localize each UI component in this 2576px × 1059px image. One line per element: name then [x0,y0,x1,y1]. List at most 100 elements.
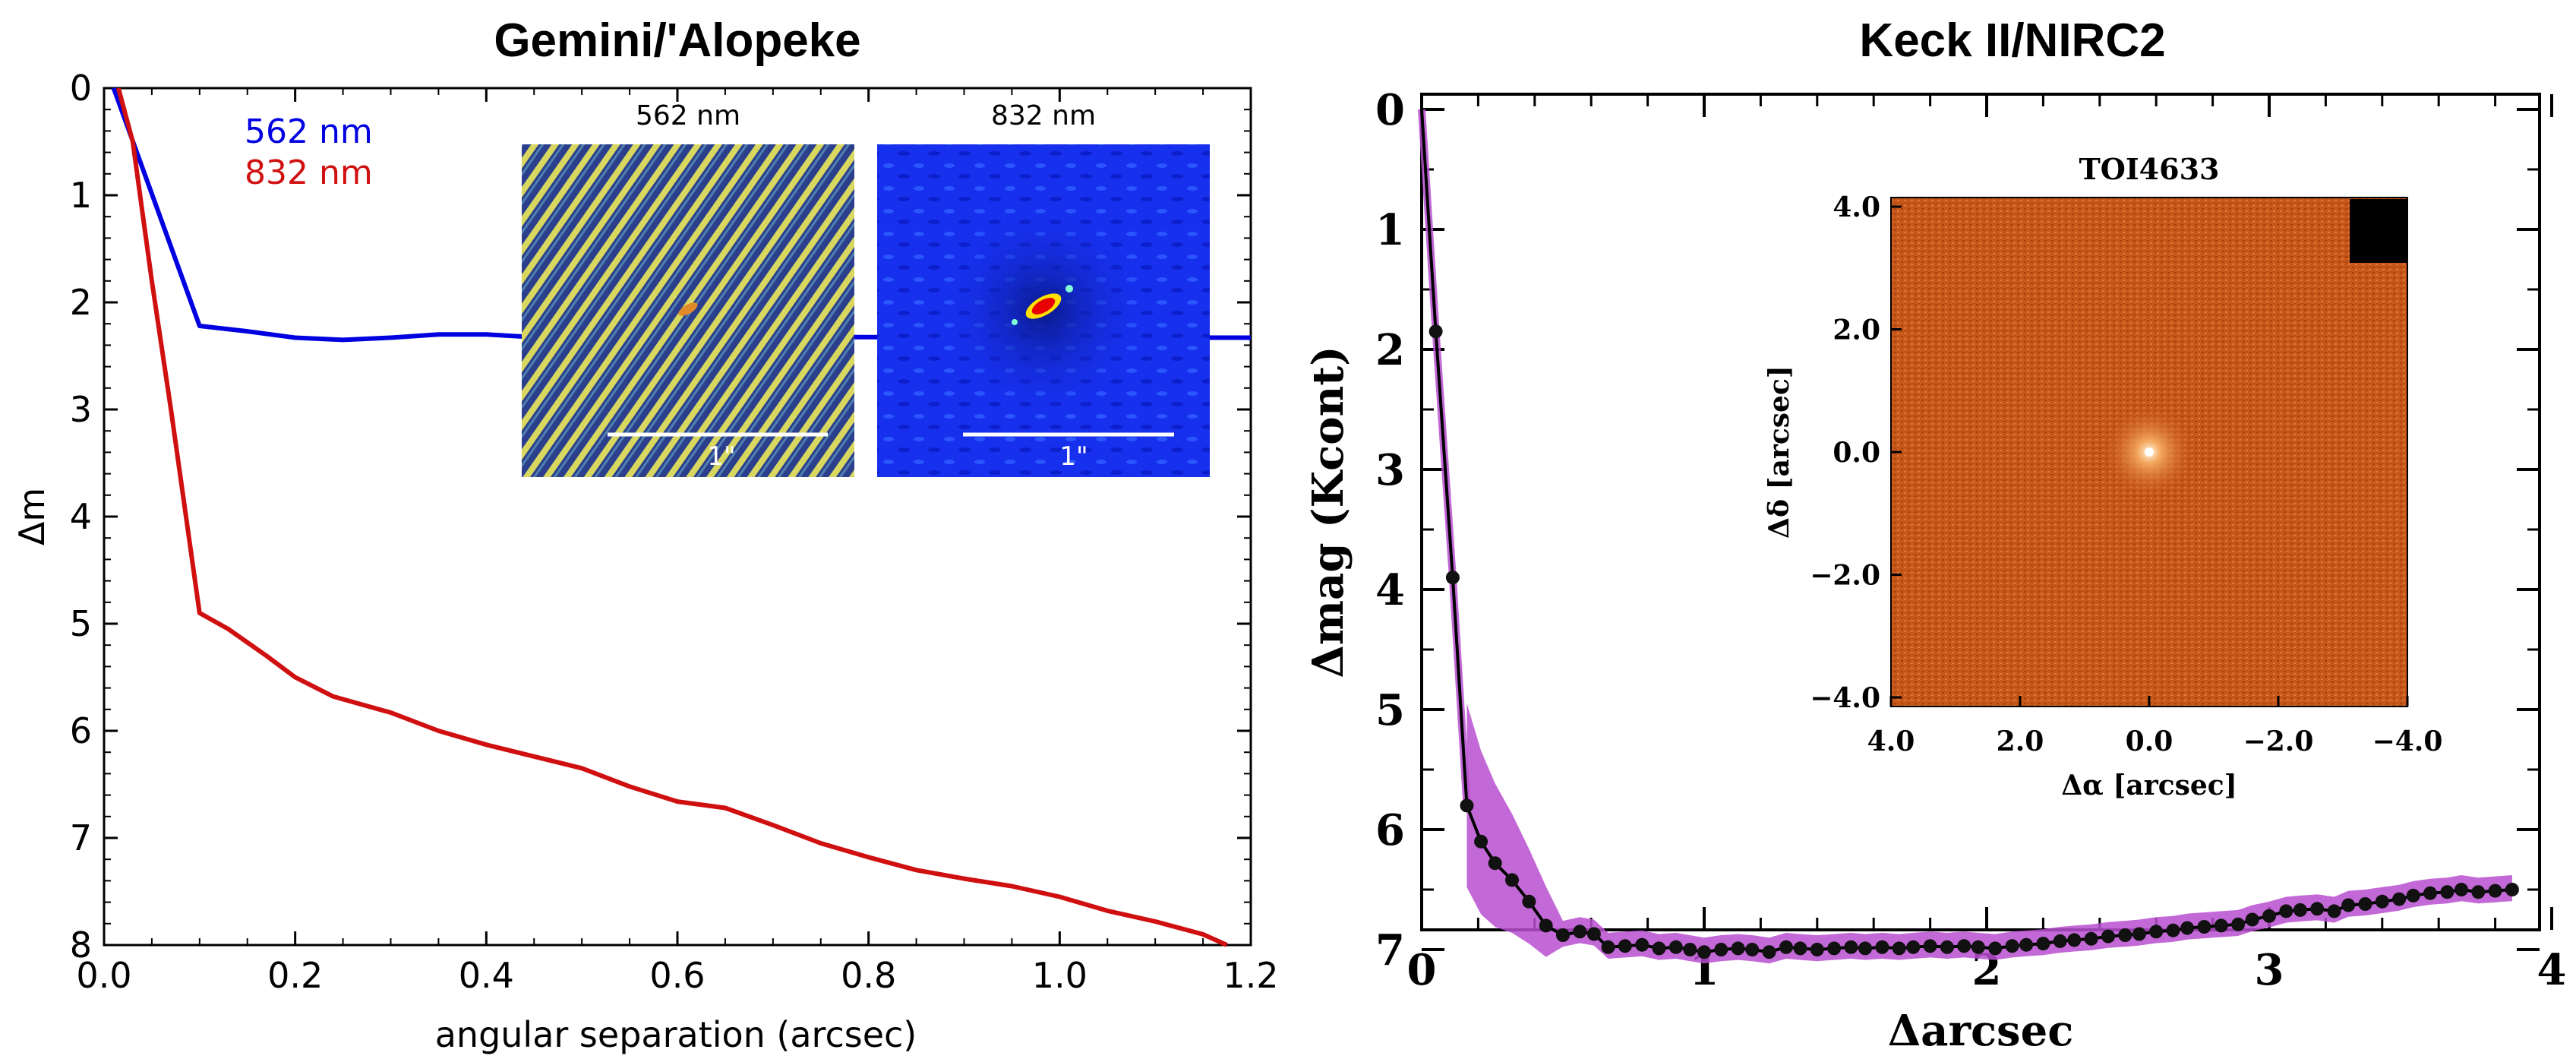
contrast-point [1971,940,1985,954]
left-series-lines [111,87,1252,947]
left-x-tick-label: 1.2 [1223,955,1278,996]
series-562nm-line [111,87,1252,343]
contrast-point [2310,902,2325,916]
left-x-axis-label: angular separation (arcsec) [435,1014,917,1055]
left-y-tick-label: 0 [70,68,92,109]
contrast-point [1793,941,1807,956]
contrast-point [2180,921,2195,935]
contrast-point [2005,939,2019,953]
contrast-point [1762,945,1776,959]
contrast-point [1445,571,1460,585]
contrast-point [2293,903,2307,917]
inset-x-tick-label: −4.0 [2372,725,2443,757]
contrast-point [2067,933,2082,947]
inset-y-tick-labels: 4.0 2.0 0.0 −2.0 −4.0 [1810,191,1880,714]
right-plot-frame [1420,93,2541,931]
contrast-point [1988,941,2003,956]
contrast-point [2358,897,2372,911]
inset-832nm-label: 832 nm [991,100,1096,131]
contrast-point [1618,939,1632,953]
contrast-point [2406,888,2420,903]
legend-832nm: 832 nm [245,153,373,192]
left-x-tick-label: 0.0 [76,955,131,996]
inset-x-tick-label: 0.0 [2126,725,2174,757]
inset-y-tick-label: 0.0 [1833,437,1880,469]
right-y-tick-label: 4 [1375,565,1405,615]
contrast-point [1923,939,1937,953]
right-y-tick-label: 0 [1375,85,1405,135]
contrast-point [2214,918,2228,933]
right-x-tick-label: 4 [2537,945,2567,995]
contrast-point [1844,940,1858,954]
contrast-point [2505,883,2519,896]
contrast-point [2262,909,2276,923]
contrast-point [1683,943,1697,956]
right-x-tick-label: 3 [2255,945,2284,995]
contrast-point [2132,927,2146,941]
contrast-point [1522,894,1536,909]
contrast-point [1539,918,1553,933]
contrast-point [2036,937,2050,951]
right-y-tick-label: 1 [1375,205,1405,255]
contrast-point [2084,931,2098,946]
contrast-point [2231,917,2246,931]
inset-562nm-label: 562 nm [636,100,740,131]
contrast-point [2454,883,2468,896]
left-y-tick-label: 6 [70,710,92,751]
inset-562nm-scale-label: 1" [707,441,735,472]
right-y-tick-label: 7 [1375,925,1405,975]
right-y-tick-label: 3 [1375,445,1405,495]
contrast-point [2327,904,2341,918]
uncertainty-band [1466,703,2512,964]
contrast-point [1586,927,1601,941]
contrast-points [1428,324,2519,959]
inset-y-axis-label: Δδ [arcsec] [1763,365,1795,539]
left-y-tick-label: 3 [70,389,92,430]
inset-y-tick-label: 4.0 [1833,191,1880,223]
contrast-point [1474,834,1488,849]
left-y-tick-label: 1 [70,175,92,216]
right-y-tick-labels: 0 1 2 3 4 5 6 7 [1375,85,1405,975]
contrast-point [2279,904,2293,918]
inset-y-tick-label: −2.0 [1810,560,1880,592]
contrast-point [1635,937,1649,952]
contrast-point [1940,940,1954,954]
contrast-point [2440,885,2454,899]
series-832nm-line [116,87,1228,947]
contrast-point [1779,940,1793,954]
contrast-point [1668,940,1683,954]
contrast-point [2053,934,2067,948]
contrast-point [1505,873,1519,887]
contrast-point [2341,898,2356,912]
contrast-point [1892,941,1906,956]
toi4633-inset: TOI4633 4.0 2.0 0.0 −2.0 −4.0 4.0 2.0 0.0 −2.0 −… [1763,152,2442,801]
contrast-point [2197,920,2211,934]
left-y-tick-labels: 0 1 2 3 4 5 6 7 8 [70,68,92,966]
left-y-tick-label: 4 [70,496,92,537]
left-axis-ticks [103,87,1252,947]
left-x-tick-label: 0.8 [841,955,896,996]
contrast-point [1573,925,1587,939]
left-y-tick-label: 7 [70,817,92,858]
inset-832nm-scale-label: 1" [1059,441,1088,472]
left-y-tick-label: 8 [70,925,92,966]
alopeke-panel: Gemini/'Alopeke 0.0 0.2 0.4 0.6 0.8 1.0 1.2 0 1… [11,14,1279,1055]
left-x-tick-label: 0.2 [267,955,323,996]
inset-y-tick-label: −4.0 [1810,682,1880,714]
contrast-point [2101,929,2115,944]
left-x-tick-label: 0.6 [649,955,705,996]
left-x-tick-label: 1.0 [1032,955,1088,996]
contrast-point [1601,940,1615,954]
left-x-tick-label: 0.4 [459,955,514,996]
inset-x-tick-label: 2.0 [1997,725,2044,757]
contrast-point [2471,885,2486,899]
contrast-point [1488,856,1502,871]
contrast-point [2149,925,2164,939]
left-y-tick-label: 5 [70,603,92,644]
inset-y-tick-label: 2.0 [1833,315,1880,346]
contrast-point [2488,884,2502,898]
right-x-axis-label: Δarcsec [1888,1006,2074,1056]
contrast-point [1858,941,1872,956]
inset-562nm-image: 562 nm 1" [522,100,854,477]
